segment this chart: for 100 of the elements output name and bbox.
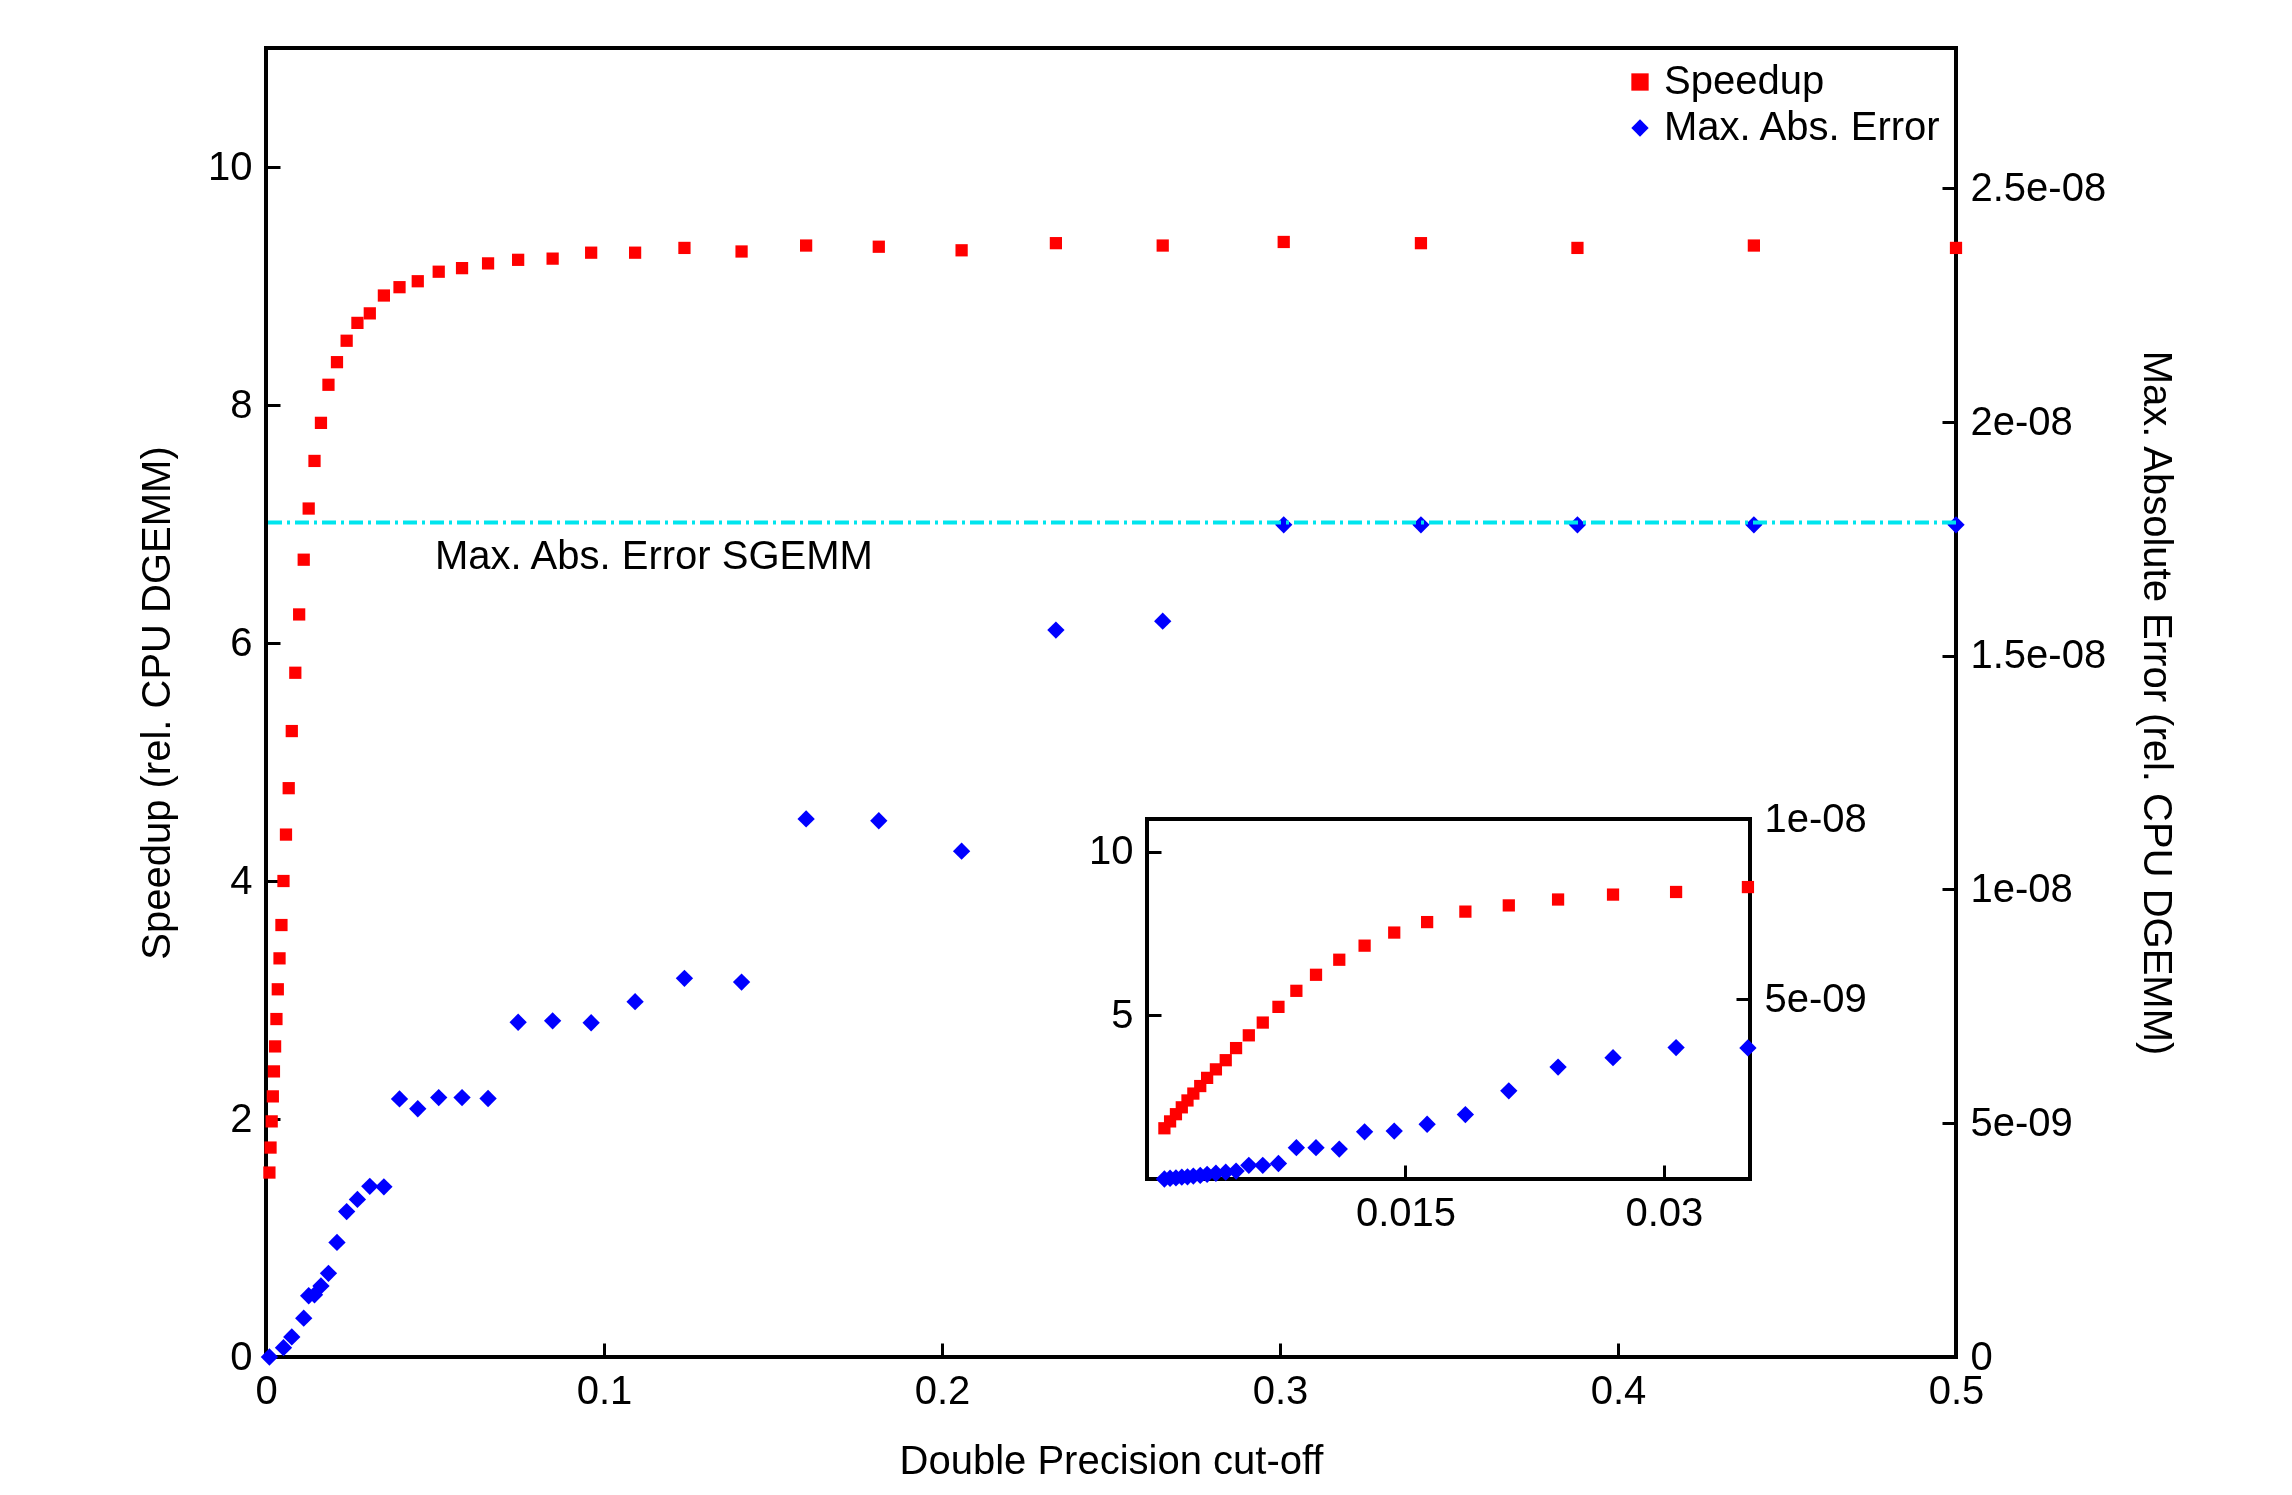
point [293, 608, 306, 621]
point [348, 1190, 367, 1209]
y2-tick-label: 2.5e-08 [1970, 164, 2107, 209]
legend-label: Speedup [1664, 58, 1825, 102]
point [312, 1277, 330, 1295]
point [1949, 241, 1963, 255]
point [271, 983, 284, 996]
point [268, 1040, 282, 1053]
point [1500, 1082, 1518, 1100]
point [1606, 888, 1620, 901]
point [1242, 1029, 1255, 1042]
y2-axis-title: Max. Absolute Error (rel. CPU DGEMM) [2136, 350, 2181, 1056]
point [1414, 237, 1428, 250]
y-tick-label: 0 [230, 1333, 253, 1378]
point [1307, 1139, 1325, 1157]
point [266, 1090, 279, 1103]
point [1333, 953, 1346, 966]
point [274, 1338, 293, 1357]
point [282, 782, 295, 795]
point [393, 281, 406, 294]
point [340, 334, 353, 347]
point [1209, 1063, 1223, 1076]
point [1154, 612, 1172, 630]
x-axis-title: Double Precision cut-off [899, 1437, 1325, 1482]
point [1385, 1122, 1403, 1140]
point [735, 245, 748, 258]
point [351, 316, 364, 330]
point [279, 828, 293, 841]
y2-tick-label: 1e-08 [1764, 795, 1867, 840]
point [361, 1177, 379, 1196]
point [275, 918, 288, 932]
point [1571, 241, 1584, 255]
point [952, 842, 971, 860]
y-tick-label: 10 [1089, 828, 1134, 873]
point [512, 253, 525, 266]
point [314, 416, 328, 429]
point [289, 666, 302, 679]
point [675, 969, 694, 987]
point [1669, 885, 1683, 899]
point [453, 1088, 471, 1107]
y2-tick-label: 1e-08 [1970, 866, 2073, 910]
point [377, 289, 391, 302]
y2-tick-label: 5e-09 [1970, 1099, 2073, 1144]
point [267, 1065, 281, 1078]
point [432, 265, 445, 278]
point [283, 1328, 301, 1346]
point [678, 241, 691, 255]
point [1256, 1016, 1269, 1029]
x-tick-label: 0.015 [1355, 1189, 1456, 1234]
point [1456, 1105, 1475, 1124]
point [430, 1088, 448, 1107]
point [319, 1264, 338, 1282]
y2-tick-label: 5e-09 [1764, 975, 1867, 1020]
point [285, 724, 298, 738]
point [337, 1202, 356, 1221]
point [1421, 915, 1434, 929]
x-tick-label: 0.1 [576, 1367, 633, 1412]
point [1229, 1041, 1243, 1055]
y-tick-label: 8 [230, 381, 253, 426]
point [308, 454, 321, 468]
point [263, 1166, 276, 1179]
point [411, 275, 424, 288]
point [1747, 239, 1760, 252]
point [1418, 1115, 1436, 1133]
x-tick-label: 0.2 [914, 1367, 971, 1412]
point [546, 252, 559, 265]
point [800, 239, 813, 252]
point [1551, 893, 1565, 906]
y2-tick-label: 2e-08 [1970, 398, 2073, 443]
point [1049, 237, 1063, 250]
point [1156, 239, 1169, 252]
point [585, 246, 598, 259]
point [626, 993, 644, 1011]
point [481, 257, 495, 270]
point [302, 502, 315, 515]
point [328, 1233, 346, 1252]
point [1604, 1049, 1622, 1067]
point [273, 952, 286, 965]
point [870, 812, 888, 830]
point [363, 307, 376, 320]
point [1739, 1039, 1757, 1057]
y-tick-label: 6 [230, 619, 253, 664]
x-tick-label: 0.3 [1252, 1367, 1309, 1412]
legend-label: Max. Abs. Error [1664, 104, 1940, 148]
y-tick-label: 5 [1111, 991, 1134, 1036]
point [1667, 1038, 1685, 1057]
y-tick-label: 2 [230, 1095, 253, 1140]
point [628, 246, 642, 259]
point [872, 240, 885, 253]
point [1330, 1140, 1348, 1158]
point [1358, 939, 1371, 952]
point [1240, 1156, 1258, 1174]
point [265, 1115, 278, 1128]
point [455, 262, 469, 275]
point [297, 553, 310, 566]
point [797, 810, 815, 828]
point [1269, 1154, 1288, 1173]
point [1219, 1054, 1232, 1067]
point [1502, 899, 1515, 912]
y2-tick-label: 1.5e-08 [1970, 632, 2107, 677]
